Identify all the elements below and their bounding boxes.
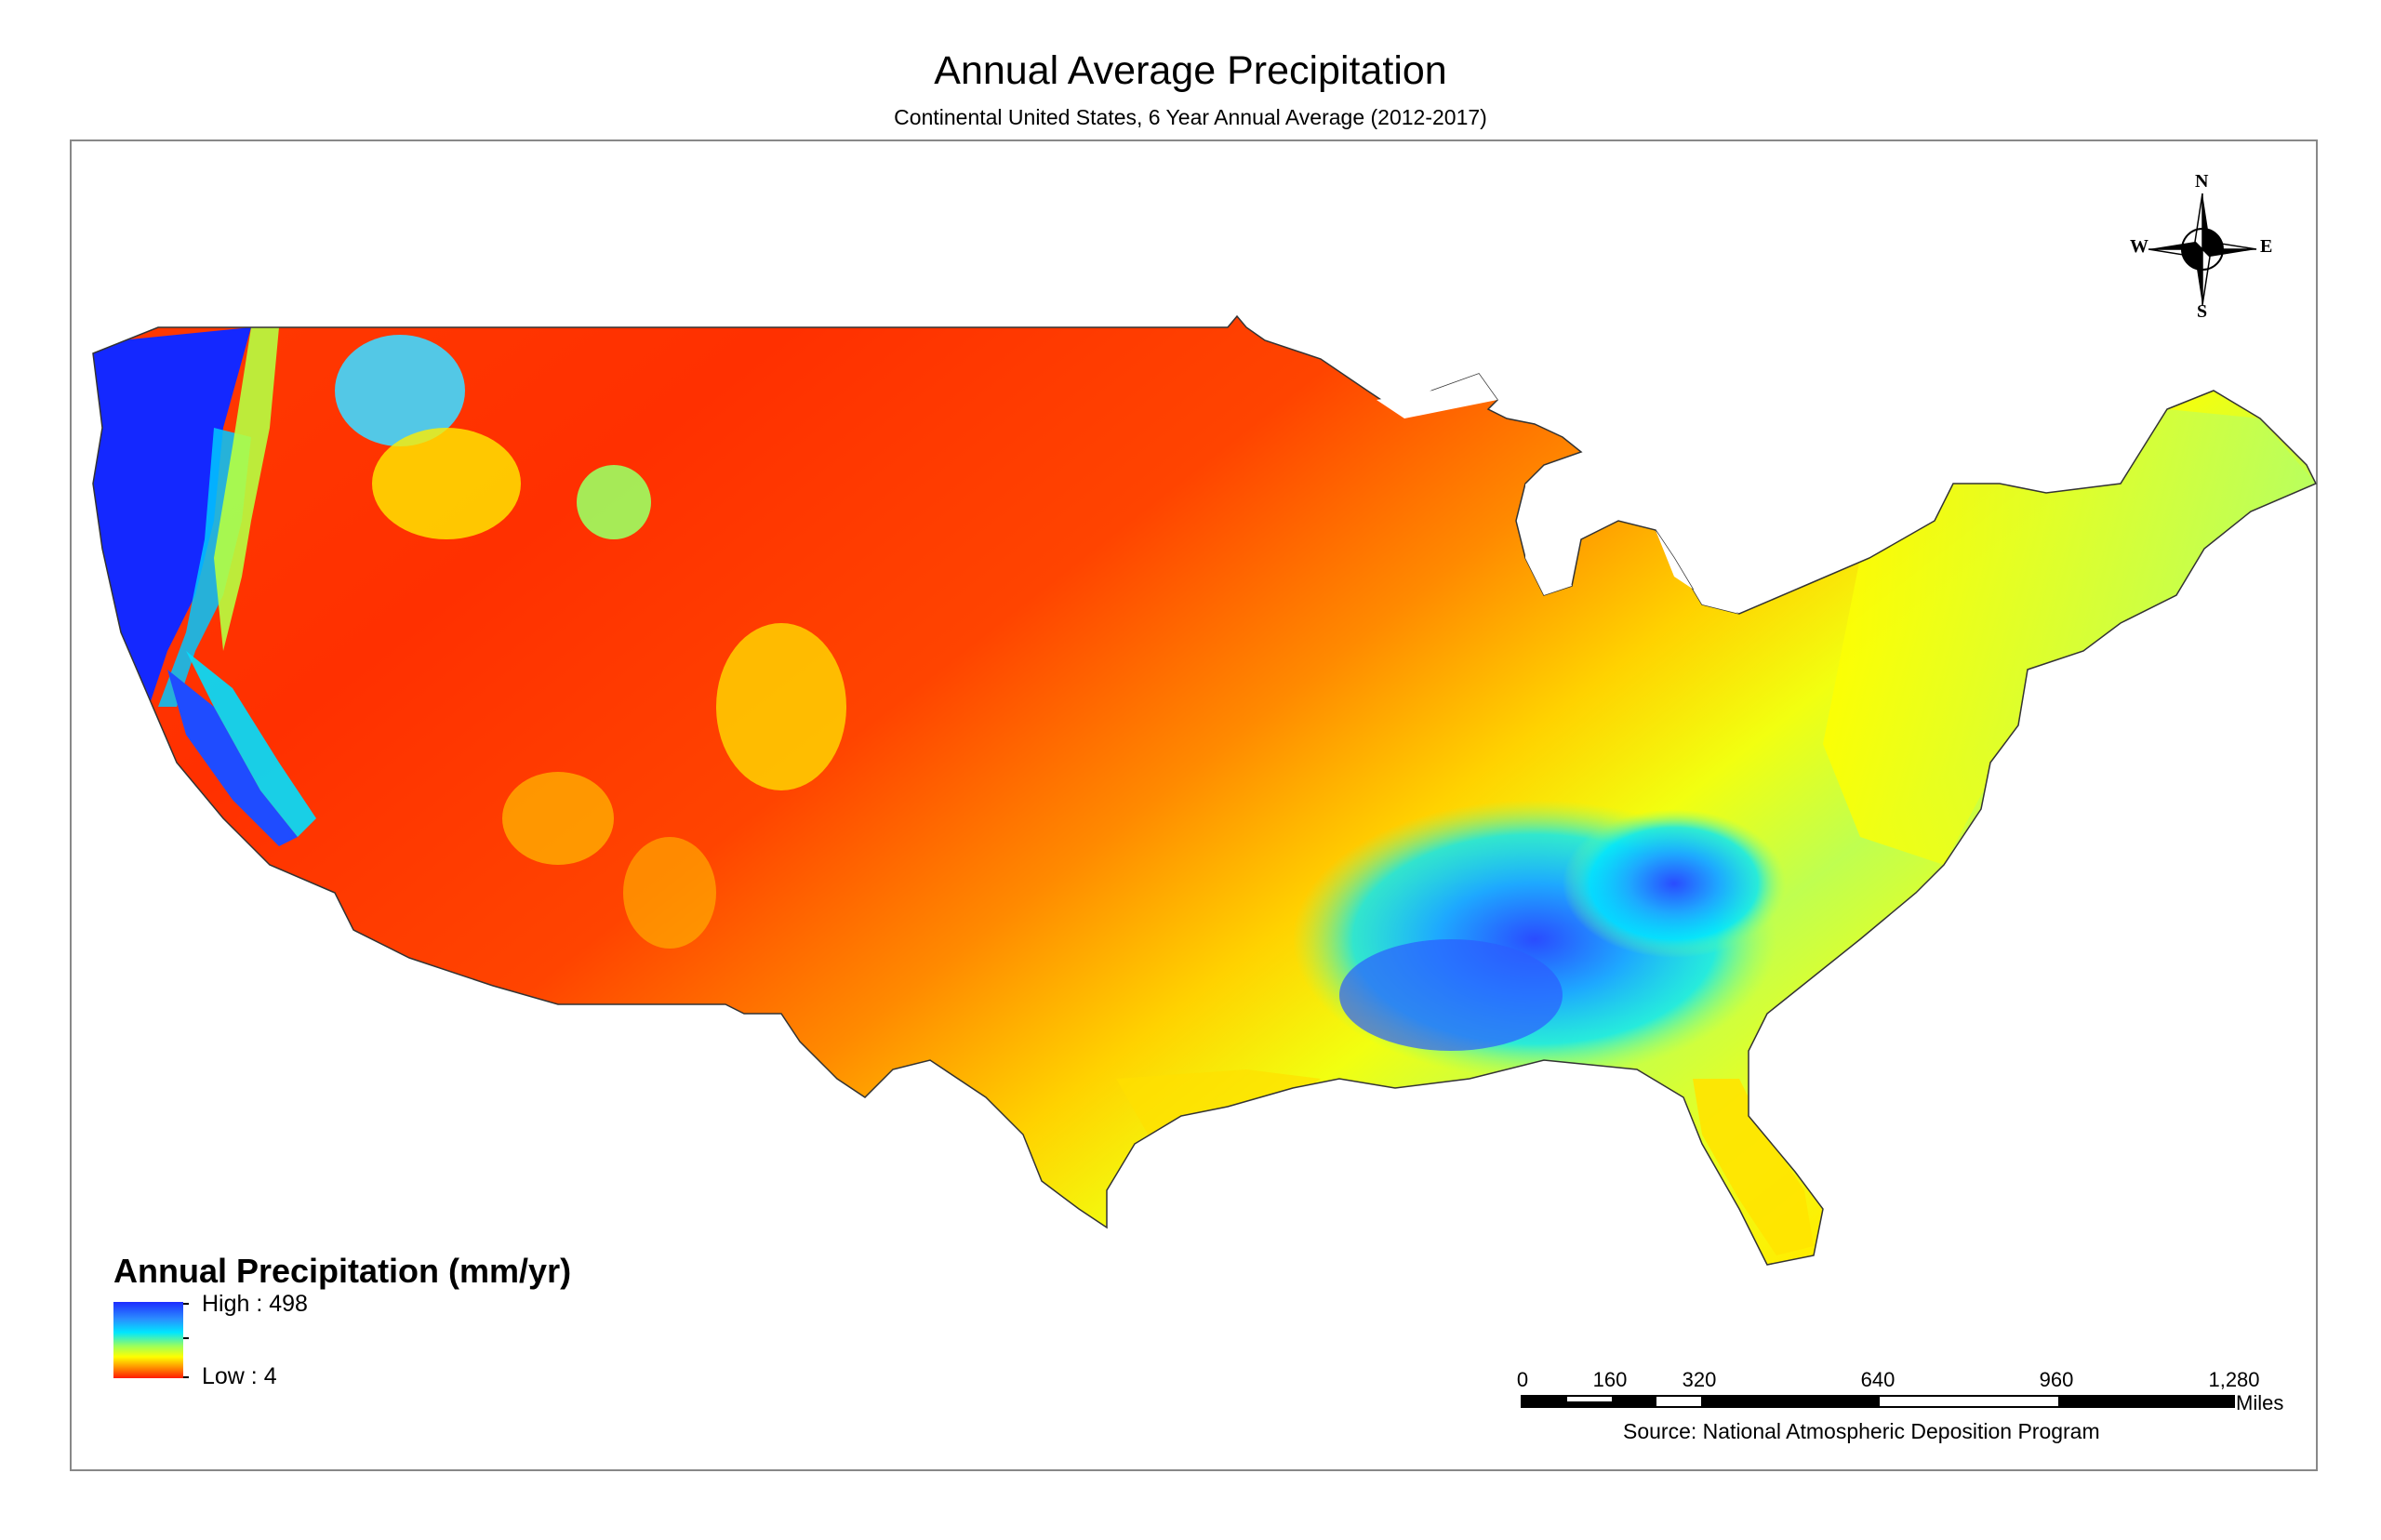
compass-east: E: [2260, 236, 2273, 257]
scale-label-1280: 1,280: [2208, 1368, 2260, 1391]
lake-michigan: [1525, 484, 1572, 595]
compass-rose: N S W E: [2128, 171, 2277, 324]
scale-label-640: 640: [1860, 1368, 1895, 1391]
scale-segment: [1701, 1397, 1880, 1406]
lake-erie: [1656, 530, 1739, 614]
legend-high-label: High : 498: [202, 1291, 308, 1317]
legend-mid-tick: [183, 1337, 189, 1339]
map-frame: [70, 139, 2318, 1471]
compass-west: W: [2130, 236, 2148, 257]
legend-title: Annual Precipitation (mm/yr): [113, 1252, 572, 1290]
legend-high-tick: [183, 1303, 189, 1305]
source-credit: Source: National Atmospheric Deposition …: [1623, 1419, 2100, 1443]
scale-label-320: 320: [1682, 1368, 1717, 1391]
scale-bar: [1521, 1395, 2235, 1408]
precipitation-raster: [93, 316, 2316, 1265]
compass-icon: [2148, 192, 2257, 306]
legend-low-label: Low : 4: [202, 1363, 277, 1389]
lake-superior: [1377, 374, 1497, 418]
compass-south: S: [2197, 301, 2208, 322]
scale-segment: [1523, 1397, 1567, 1406]
scale-label-160: 160: [1592, 1368, 1628, 1391]
scale-segment: [2058, 1397, 2233, 1406]
scale-segment: [1612, 1397, 1656, 1406]
scale-label-960: 960: [2039, 1368, 2074, 1391]
us-outline: [92, 314, 2318, 1266]
scale-units: Miles: [2236, 1391, 2284, 1414]
map-title: Annual Average Precipitation: [934, 48, 1447, 93]
legend-color-ramp: [113, 1302, 183, 1378]
scale-segment: [1567, 1401, 1612, 1406]
scale-label-0: 0: [1516, 1368, 1529, 1391]
legend-low-tick: [183, 1376, 189, 1378]
compass-north: N: [2195, 171, 2209, 192]
map-subtitle: Continental United States, 6 Year Annual…: [894, 105, 1487, 129]
